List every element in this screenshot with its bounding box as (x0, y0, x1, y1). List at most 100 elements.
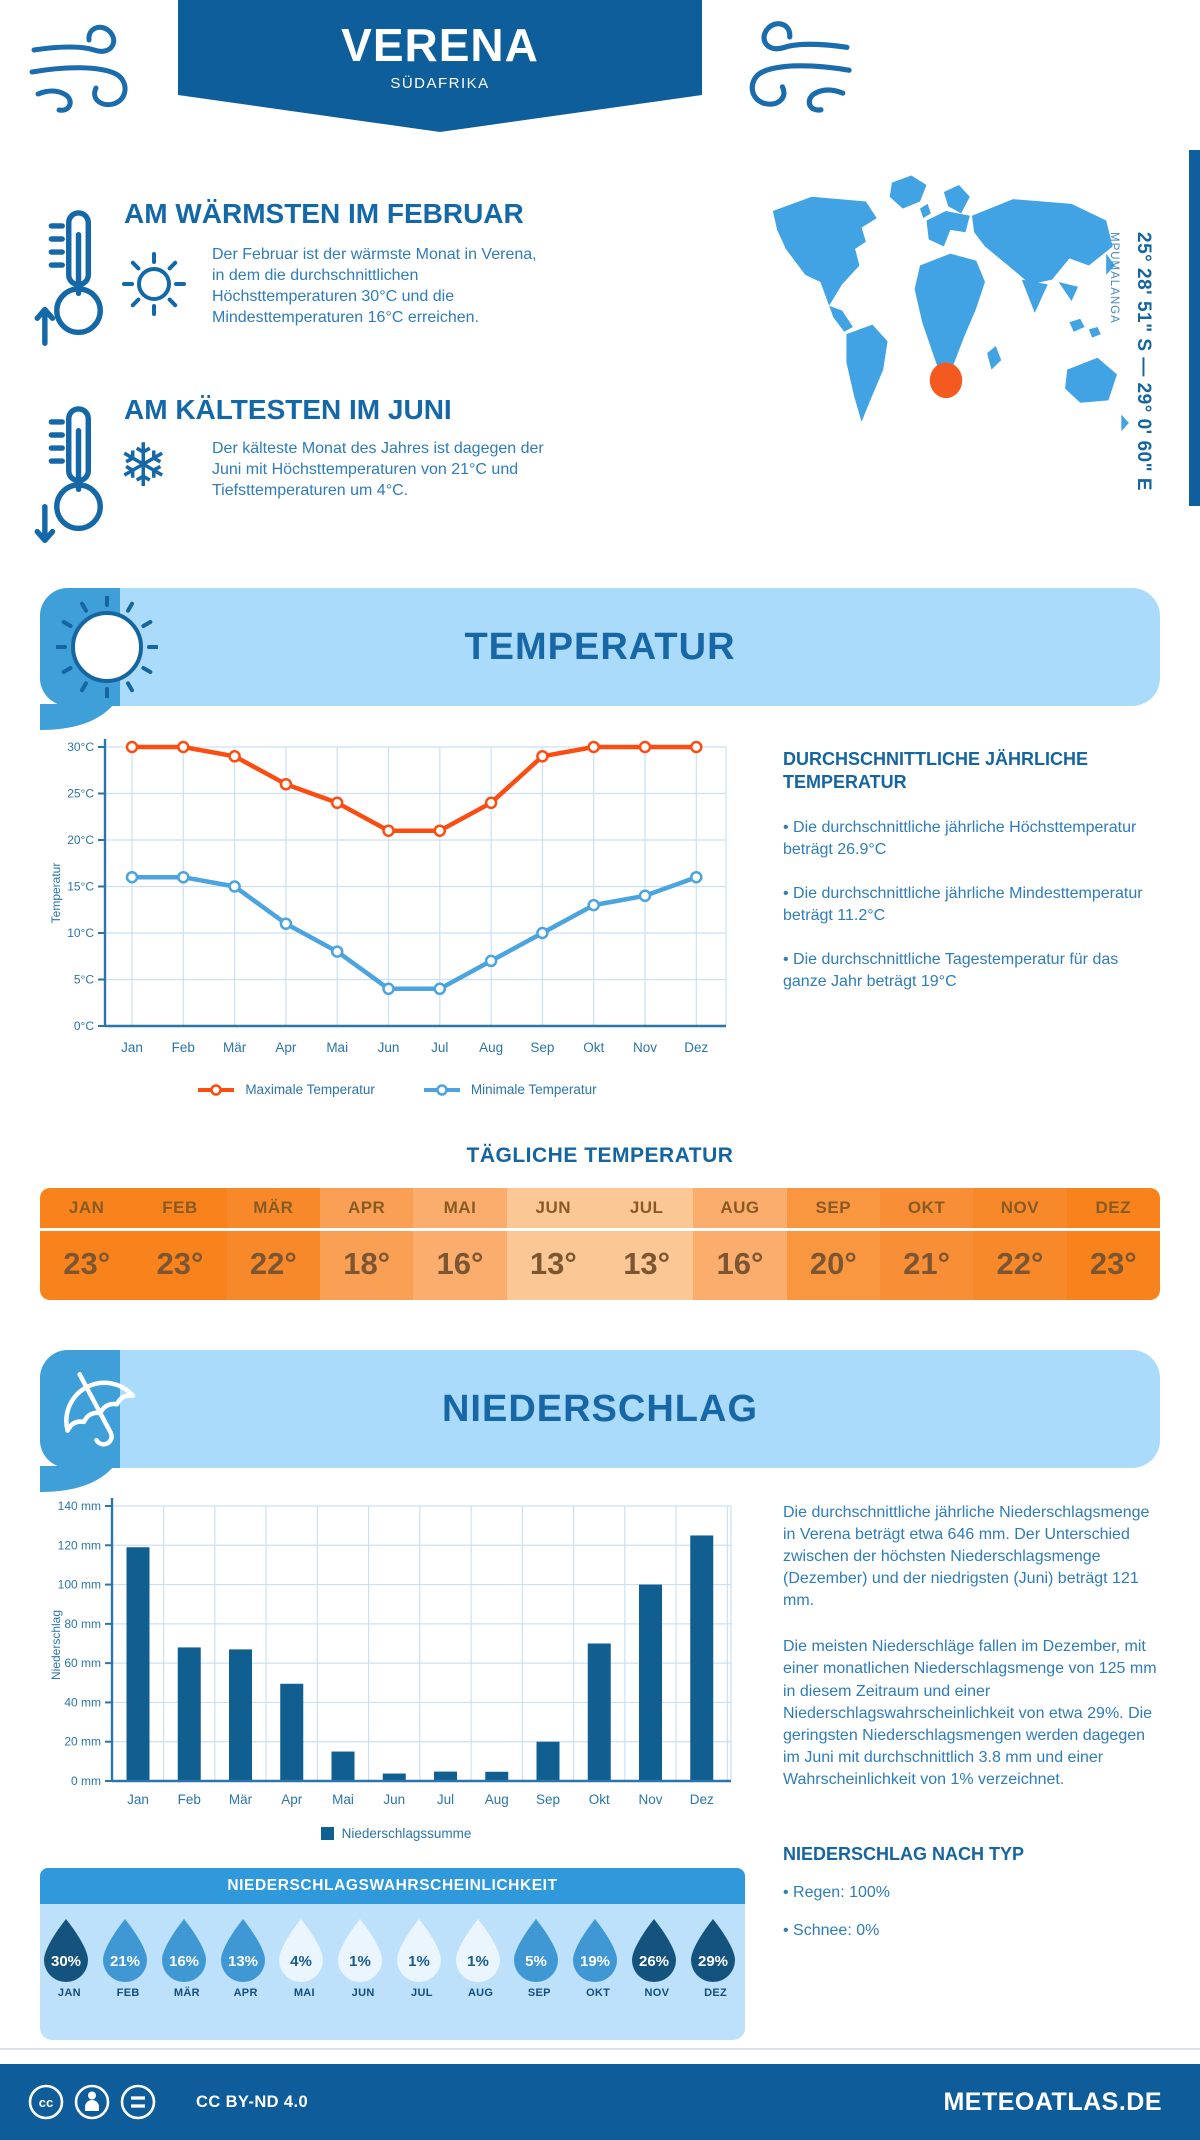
probability-month-label: SEP (527, 1987, 551, 1999)
svg-text:Apr: Apr (281, 1792, 303, 1807)
daily-temp-value: 23° (63, 1246, 111, 1281)
svg-text:20 mm: 20 mm (64, 1735, 101, 1749)
temperature-legend: Maximale Temperatur Minimale Temperatur (46, 1082, 746, 1097)
probability-drop: 1% JUL (396, 1918, 448, 2040)
annual-bullet: • Die durchschnittliche Tagestemperatur … (783, 951, 1119, 991)
daily-temp-value: 23° (156, 1246, 204, 1281)
precipitation-chart: 0 mm 20 mm 40 mm 60 mm 80 mm 100 mm 120 mm 140 … (49, 1498, 732, 1807)
daily-temp-month: JAN (40, 1188, 134, 1231)
daily-temperature-table: JAN 23° FEB 23° MÄR 22° APR 18° MAI 16° JUN 13° JUL 1… (40, 1188, 1160, 1300)
annual-bullets: • Die durchschnittliche jährliche Höchst… (783, 817, 1160, 993)
probability-month-label: OKT (586, 1987, 611, 1999)
thermometer-down-icon (34, 402, 110, 544)
coldest-heading: AM KÄLTESTEN IM JUNI (124, 394, 452, 425)
svg-text:Okt: Okt (583, 1040, 604, 1055)
probability-month-label: JAN (57, 1987, 81, 1999)
svg-text:Apr: Apr (275, 1040, 297, 1055)
droplet-icon: 13% (220, 1919, 265, 1982)
license-label: CC BY-ND 4.0 (196, 2093, 309, 2111)
svg-text:Dez: Dez (690, 1792, 714, 1807)
daily-temp-column: JUL 13° (599, 1188, 694, 1300)
droplet-icon: 1% (455, 1919, 500, 1982)
svg-text:Jan: Jan (121, 1040, 143, 1055)
droplet-icon: 30% (44, 1919, 89, 1982)
location-marker (929, 362, 963, 399)
site-name: METEOATLAS.DE (943, 2088, 1162, 2116)
daily-temp-value: 13° (529, 1246, 577, 1281)
chart-axes (110, 1498, 731, 1783)
page-title: VERENA (341, 19, 539, 71)
svg-text:30°C: 30°C (67, 740, 94, 754)
series-precipitation (126, 1535, 714, 1781)
daily-temperature-title: TÄGLICHE TEMPERATUR (466, 1144, 734, 1167)
world-map (762, 166, 1130, 462)
droplet-icon: 1% (338, 1919, 383, 1982)
svg-text:5%: 5% (526, 1953, 548, 1970)
svg-text:16%: 16% (169, 1953, 199, 1970)
precipitation-type-heading: NIEDERSCHLAG NACH TYP (783, 1843, 1025, 1864)
temperature-banner: TEMPERATUR (40, 588, 1160, 706)
warmest-heading: AM WÄRMSTEN IM FEBRUAR (124, 198, 524, 229)
precipitation-banner: NIEDERSCHLAG (40, 1350, 1160, 1468)
svg-text:Feb: Feb (178, 1792, 201, 1807)
probability-drop: 16% MÄR (161, 1918, 213, 2040)
svg-text:13%: 13% (228, 1953, 258, 1970)
geo-labels: 25° 28' 51" S — 29° 0' 60" E MPUMALANGA (1108, 232, 1154, 562)
svg-text:Jun: Jun (383, 1792, 405, 1807)
legend-item: Minimale Temperatur (421, 1082, 597, 1097)
probability-month-label: MÄR (173, 1987, 200, 1999)
probability-drop: 29% DEZ (690, 1918, 742, 2040)
droplet-icon: 29% (690, 1919, 735, 1982)
annual-temperature-heading: DURCHSCHNITTLICHE JÄHRLICHE TEMPERATUR (783, 749, 1088, 793)
legend-line-swatch (423, 1083, 460, 1096)
snowflake-icon: ❄ (118, 431, 169, 501)
probability-drop: 1% AUG (455, 1918, 507, 2040)
daily-temp-value: 16° (716, 1246, 764, 1281)
daily-temp-value: 21° (903, 1246, 951, 1281)
precipitation-probability: NIEDERSCHLAGSWAHRSCHEINLICHKEIT 30% JAN 21… (40, 1868, 745, 2040)
wind-icon (26, 16, 138, 116)
droplet-icon: 4% (279, 1919, 324, 1982)
svg-text:Aug: Aug (479, 1040, 503, 1055)
svg-text:Niederschlag: Niederschlag (49, 1610, 63, 1680)
legend-line-swatch (198, 1083, 235, 1096)
svg-text:120 mm: 120 mm (58, 1538, 101, 1552)
probability-month-label: JUL (411, 1987, 433, 1999)
header-banner: VERENA SÜDAFRIKA (178, 0, 702, 132)
svg-text:60 mm: 60 mm (64, 1656, 101, 1670)
daily-temp-month: NOV (973, 1188, 1067, 1231)
chart-grid (105, 746, 727, 1026)
daily-temp-column: JAN 23° (40, 1188, 134, 1300)
svg-text:Mär: Mär (229, 1792, 253, 1807)
svg-text:Aug: Aug (485, 1792, 509, 1807)
banner-tail (40, 1466, 114, 1492)
precipitation-paragraph: Die meisten Niederschläge fallen im Deze… (783, 1638, 1157, 1788)
chart-labels: 0°C 5°C 10°C 15°C 20°C 25°C 30°C Jan Feb Mär Apr Ma… (49, 740, 709, 1055)
svg-text:Nov: Nov (638, 1792, 662, 1807)
chart-axes (103, 739, 726, 1028)
footer-divider (0, 2048, 1200, 2050)
droplet-icon: 16% (161, 1919, 206, 1982)
svg-text:40 mm: 40 mm (64, 1695, 101, 1709)
daily-temp-month: MAI (413, 1188, 507, 1231)
svg-text:1%: 1% (349, 1953, 371, 1970)
probability-drop: 5% SEP (513, 1918, 565, 2040)
svg-text:20°C: 20°C (67, 833, 94, 847)
svg-text:Okt: Okt (589, 1792, 610, 1807)
svg-text:Mär: Mär (223, 1040, 247, 1055)
daily-temp-column: NOV 22° (973, 1188, 1067, 1300)
svg-text:80 mm: 80 mm (64, 1617, 101, 1631)
edge-stripe (1189, 150, 1200, 506)
droplet-icon: 21% (103, 1919, 148, 1982)
footer: cc CC BY-ND 4.0 METEOATLAS.DE (0, 2064, 1200, 2140)
droplet-icon: 1% (396, 1919, 441, 1982)
daily-temp-column: OKT 21° (879, 1188, 974, 1300)
precipitation-type-bullet: • Schnee: 0% (783, 1922, 880, 1940)
daily-temp-month: AUG (693, 1188, 787, 1231)
svg-text:100 mm: 100 mm (58, 1578, 101, 1592)
probability-month-label: DEZ (704, 1987, 728, 1999)
svg-text:Nov: Nov (633, 1040, 657, 1055)
umbrella-icon (52, 1360, 152, 1460)
annual-bullet: • Die durchschnittliche jährliche Mindes… (783, 884, 1143, 925)
